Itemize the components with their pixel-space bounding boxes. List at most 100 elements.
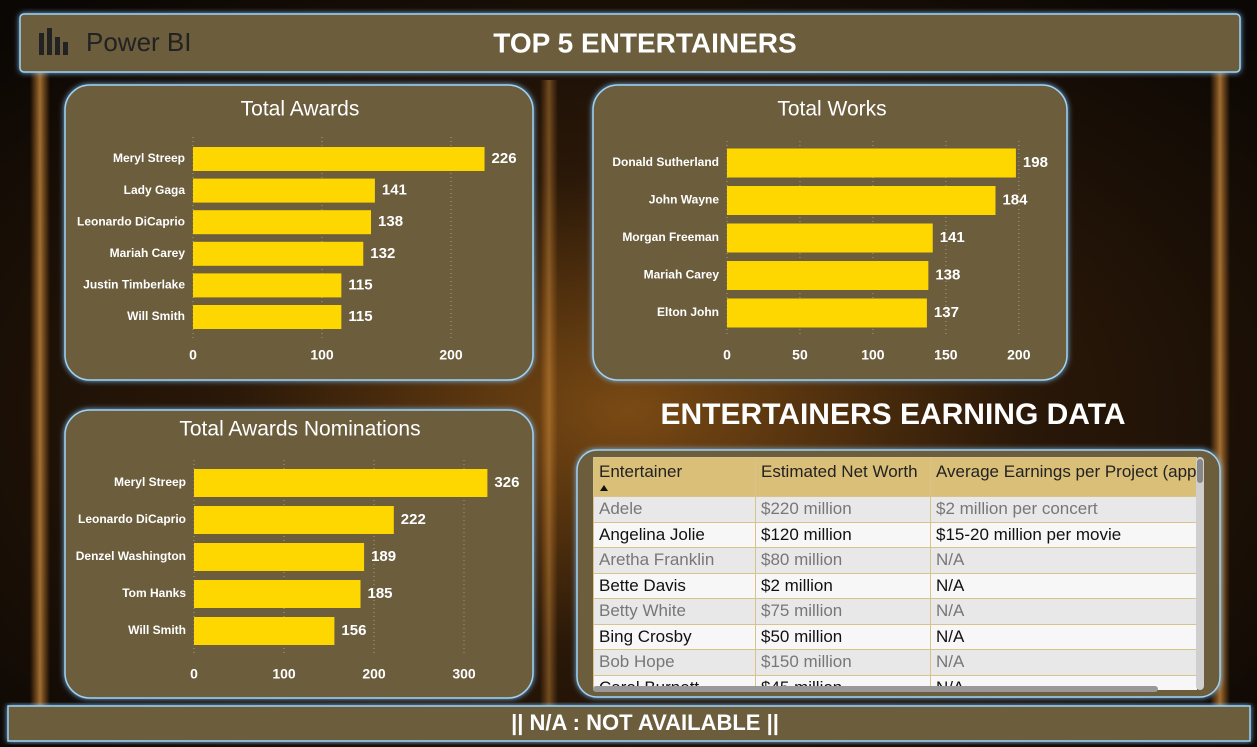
table-cell: $150 million [755,649,931,676]
column-header-text: Average Earnings per Project (app [936,462,1197,481]
value-label: 141 [940,229,965,246]
table-cell: N/A [930,623,1197,650]
table-cell: Bob Hope [593,649,756,676]
vertical-scrollbar[interactable] [1196,457,1204,690]
value-label: 185 [368,585,393,602]
table-cell: Bing Crosby [593,623,756,650]
value-label: 115 [348,308,372,325]
header-row: Entertainer Estimated Net Worth Average Ea… [593,457,1197,497]
table-row: Aretha Franklin $80 million N/A [593,547,1197,574]
table-cell: Betty White [593,598,756,625]
category-label: Mariah Carey [644,268,720,282]
value-label: 156 [341,622,366,639]
column-header-text: Estimated Net Worth [761,462,918,481]
bar [194,543,365,571]
power-bi-logo [39,28,68,55]
chart-title: Total Works [777,98,886,121]
table-row: Betty White $75 million N/A [593,598,1197,625]
column-header[interactable]: Average Earnings per Project (app [930,457,1197,497]
table-cell: N/A [930,598,1197,625]
table-cell: $75 million [755,598,931,625]
bar [194,506,394,534]
table-title: ENTERTAINERS EARNING DATA [661,398,1126,431]
page-title: TOP 5 ENTERTAINERS [493,27,796,58]
table-cell: $80 million [755,547,931,574]
footer-text: || N/A : NOT AVAILABLE || [511,710,779,735]
bar [194,580,361,608]
light-beam [540,80,558,720]
category-label: Justin Timberlake [83,278,185,292]
bar [193,305,342,329]
table-cell: $220 million [755,496,931,523]
bar [193,210,372,235]
table-row: Bing Crosby $50 million N/A [593,623,1197,650]
table-container: Entertainer Estimated Net Worth Average Ea… [593,457,1197,690]
value-label: 132 [370,245,395,262]
value-label: 137 [934,304,959,321]
category-label: Morgan Freeman [622,230,719,244]
light-beam [30,60,50,740]
table-row: Angelina Jolie $120 million $15-20 million… [593,521,1197,548]
sort-arrow-shape [600,485,608,491]
bar [727,186,996,215]
x-tick-label: 100 [272,666,296,682]
category-label: Elton John [657,305,719,319]
x-tick-label: 0 [723,347,731,363]
x-tick-label: 200 [439,347,463,363]
value-label: 226 [492,150,517,167]
category-label: Meryl Streep [113,151,185,165]
header-bar [19,13,1241,73]
chart-title: Total Awards [241,98,360,121]
bar [727,298,927,328]
bar [193,147,485,171]
value-label: 184 [1002,191,1028,208]
value-label: 189 [371,548,396,565]
x-tick-label: 150 [934,347,958,363]
x-tick-label: 200 [362,666,386,682]
category-label: Leonardo DiCaprio [78,512,186,526]
table-row: Bob Hope $150 million N/A [593,649,1197,676]
x-tick-label: 300 [452,666,476,682]
bar [727,148,1016,178]
scroll-thumb[interactable] [1197,459,1203,483]
category-label: Tom Hanks [122,586,186,600]
horizontal-scrollbar[interactable] [593,686,1158,692]
x-tick-label: 0 [189,347,197,363]
category-label: Donald Sutherland [612,155,719,169]
category-label: Will Smith [127,309,185,323]
category-label: Leonardo DiCaprio [77,214,185,228]
footer-bar [7,705,1251,742]
table-cell: N/A [930,649,1197,676]
chart-title: Total Awards Nominations [179,418,420,441]
x-tick-label: 100 [861,347,885,363]
table-cell: $50 million [755,623,931,650]
x-tick-label: 200 [1007,347,1031,363]
bar [727,223,933,253]
value-label: 141 [382,182,407,199]
bar [194,469,488,497]
table-cell: Adele [593,496,756,523]
value-label: 326 [494,474,519,491]
logo-text: Power BI [86,27,192,57]
category-label: Meryl Streep [114,475,186,489]
table-cell: Aretha Franklin [593,547,756,574]
table-cell: Angelina Jolie [593,521,756,548]
category-label: Lady Gaga [124,183,186,197]
table-cell: $15-20 million per movie [930,521,1197,548]
earnings-table: Entertainer Estimated Net Worth Average Ea… [593,457,1197,690]
table-cell: $120 million [755,521,931,548]
bar [194,617,335,645]
column-header[interactable]: Entertainer [593,457,756,497]
category-label: John Wayne [649,193,720,207]
table-row: Adele $220 million $2 million per concert [593,496,1197,523]
bar [193,178,375,203]
table-cell: $2 million [755,572,931,599]
bar [727,261,929,290]
table-row: Bette Davis $2 million N/A [593,572,1197,599]
category-label: Mariah Carey [110,246,186,260]
column-header[interactable]: Estimated Net Worth [755,457,931,497]
sort-arrow [600,485,608,491]
x-tick-label: 0 [190,666,198,682]
table-cell: N/A [930,547,1197,574]
